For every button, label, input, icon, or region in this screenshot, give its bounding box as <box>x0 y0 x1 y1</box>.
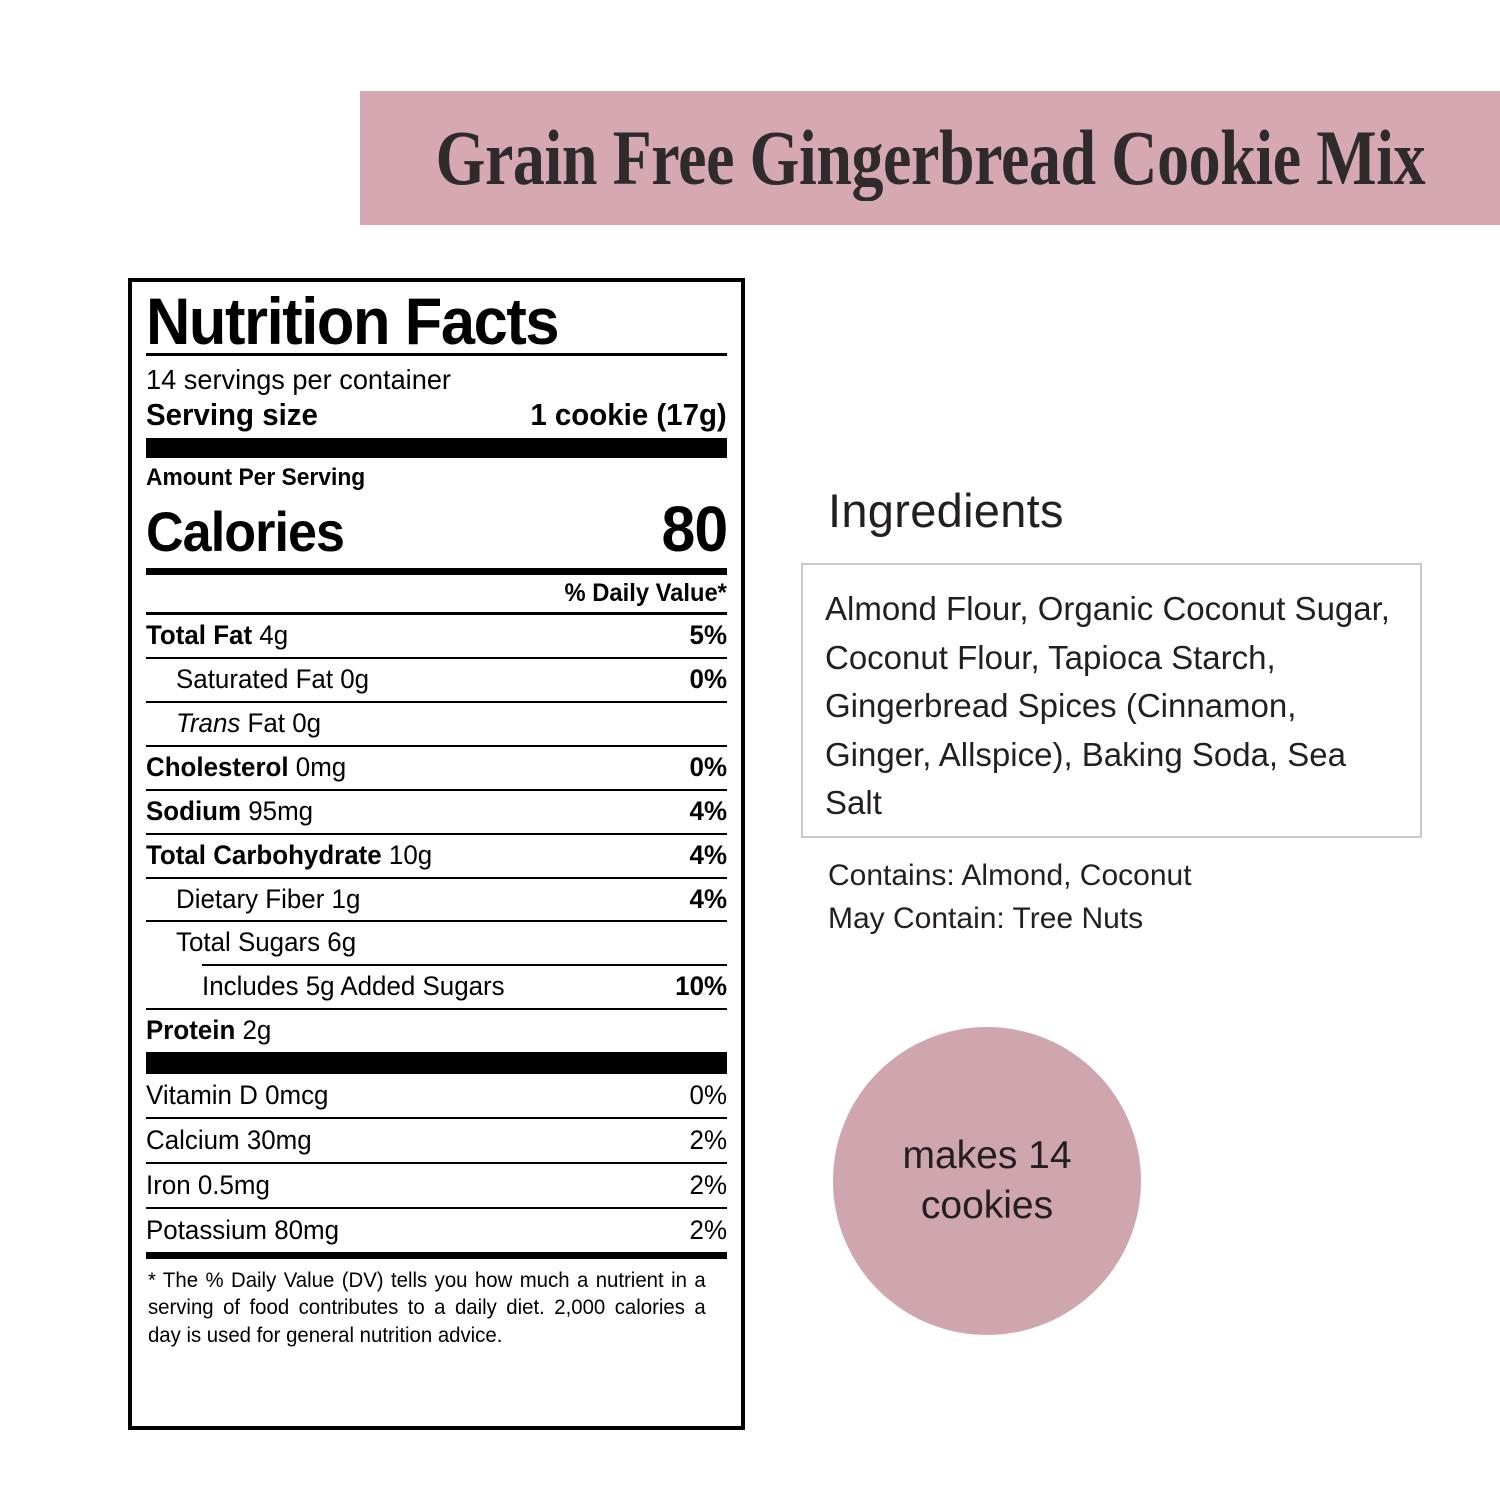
divider-under-dv-header <box>146 612 727 616</box>
nutrient-name-italic: Trans <box>176 708 241 739</box>
nutrient-percent: 10% <box>675 971 727 1002</box>
nutrient-percent: 4% <box>689 795 727 826</box>
table-row: Saturated Fat 0g 0% <box>146 657 727 701</box>
nutrient-name: Total Carbohydrate <box>146 839 382 870</box>
table-row: Includes 5g Added Sugars 10% <box>146 966 727 1008</box>
nutrient-name: Saturated Fat 0g <box>176 664 370 695</box>
nutrient-percent: 0% <box>689 751 727 782</box>
nutrient-name: Protein <box>146 1015 236 1046</box>
nutrient-name: Total Fat <box>146 620 253 651</box>
daily-value-footnote: * The % Daily Value (DV) tells you how m… <box>147 1268 706 1347</box>
nutrient-name: Cholesterol <box>146 751 289 782</box>
nutrient-percent: 4% <box>689 839 727 870</box>
vitamin-name: Iron 0.5mg <box>146 1169 270 1200</box>
nutrient-amount: 95mg <box>241 795 314 826</box>
divider-thick-top <box>146 438 727 459</box>
vitamin-percent: 2% <box>689 1124 727 1155</box>
nutrient-percent: 5% <box>689 620 727 651</box>
servings-per-container: 14 servings per container <box>146 364 451 396</box>
vitamin-percent: 0% <box>689 1079 727 1110</box>
may-contain-statement: May Contain: Tree Nuts <box>828 901 1144 935</box>
makes-count-line1: makes 14 <box>902 1134 1072 1178</box>
table-row: Calcium 30mg 2% <box>146 1116 727 1162</box>
makes-count-badge: makes 14 cookies <box>833 1027 1141 1335</box>
divider-above-footnote <box>146 1251 727 1259</box>
vitamin-percent: 2% <box>689 1214 727 1245</box>
table-row: Total Fat 4g 5% <box>146 615 727 657</box>
nutrient-amount: Fat 0g <box>240 708 322 739</box>
table-row: Sodium 95mg 4% <box>146 788 727 833</box>
divider-under-title <box>146 353 727 357</box>
vitamin-name: Calcium 30mg <box>146 1124 312 1155</box>
allergen-info: Contains: Almond, Coconut May Contain: T… <box>828 855 1192 940</box>
nutrition-facts-title: Nutrition Facts <box>146 284 560 358</box>
nutrient-name: Dietary Fiber 1g <box>176 883 361 914</box>
calories-value: 80 <box>661 493 728 566</box>
divider-under-calories <box>146 568 727 576</box>
table-row: Potassium 80mg 2% <box>146 1206 727 1252</box>
table-row: Dietary Fiber 1g 4% <box>146 876 727 921</box>
nutrient-amount: 4g <box>252 620 289 651</box>
table-row: Trans Fat 0g <box>146 701 727 745</box>
contains-statement: Contains: Almond, Coconut <box>828 859 1192 892</box>
ingredients-box: Almond Flour, Organic Coconut Sugar, Coc… <box>801 563 1422 838</box>
serving-size-label: Serving size <box>146 397 318 433</box>
ingredients-heading: Ingredients <box>828 484 1064 537</box>
table-row: Vitamin D 0mcg 0% <box>146 1071 727 1117</box>
calories-row: Calories 80 <box>146 492 728 568</box>
ingredients-list: Almond Flour, Organic Coconut Sugar, Coc… <box>825 590 1390 821</box>
nutrient-name: Includes 5g Added Sugars <box>202 971 505 1002</box>
nutrient-name: Total Sugars 6g <box>176 927 357 958</box>
table-row: Total Carbohydrate 10g 4% <box>146 832 727 877</box>
table-row: Iron 0.5mg 2% <box>146 1161 727 1207</box>
daily-value-header: % Daily Value* <box>564 579 727 608</box>
nutrient-amount: 0mg <box>288 751 347 782</box>
table-row: Protein 2g <box>146 1008 727 1052</box>
nutrient-amount: 2g <box>235 1015 272 1046</box>
vitamin-percent: 2% <box>689 1169 727 1200</box>
product-title-banner: Grain Free Gingerbread Cookie Mix <box>360 91 1500 225</box>
serving-size-value: 1 cookie (17g) <box>530 397 727 433</box>
serving-size-row: Serving size 1 cookie (17g) <box>146 397 727 438</box>
nutrition-facts-panel: Nutrition Facts 14 servings per containe… <box>128 278 745 1430</box>
amount-per-serving-label: Amount Per Serving <box>146 464 366 492</box>
table-row: Total Sugars 6g <box>146 920 727 964</box>
nutrient-percent: 4% <box>689 883 727 914</box>
calories-label: Calories <box>146 500 345 564</box>
vitamin-name: Potassium 80mg <box>146 1214 340 1245</box>
vitamin-name: Vitamin D 0mcg <box>146 1079 329 1110</box>
product-title: Grain Free Gingerbread Cookie Mix <box>435 114 1425 201</box>
nutrient-amount: 10g <box>381 839 433 870</box>
makes-count-text: makes 14 cookies <box>902 1131 1071 1231</box>
table-row: Cholesterol 0mg 0% <box>146 744 727 789</box>
nutrient-name: Sodium <box>146 795 242 826</box>
makes-count-line2: cookies <box>920 1184 1054 1227</box>
nutrient-percent: 0% <box>689 664 727 695</box>
divider-added-sugars <box>146 964 727 967</box>
divider-thick-vitamins <box>146 1051 727 1072</box>
